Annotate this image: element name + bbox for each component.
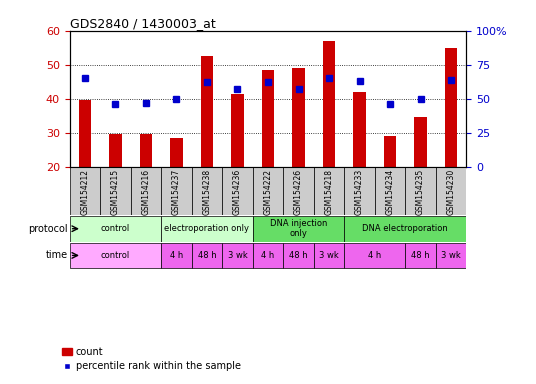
Bar (79, 101, 91, 167)
Bar (293, 68, 304, 167)
Text: 4 h: 4 h (262, 251, 274, 260)
Text: GSM154226: GSM154226 (294, 169, 303, 215)
Text: control: control (101, 251, 130, 260)
FancyBboxPatch shape (100, 167, 131, 215)
Bar (353, 92, 366, 167)
Text: GSM154216: GSM154216 (142, 169, 151, 215)
Text: GSM154238: GSM154238 (203, 169, 212, 215)
Legend: count, percentile rank within the sample: count, percentile rank within the sample (58, 343, 245, 375)
FancyBboxPatch shape (344, 243, 405, 268)
Text: protocol: protocol (28, 224, 68, 234)
Text: 48 h: 48 h (411, 251, 430, 260)
Bar (445, 48, 457, 167)
Text: 4 h: 4 h (368, 251, 382, 260)
Text: GSM154215: GSM154215 (111, 169, 120, 215)
FancyBboxPatch shape (375, 167, 405, 215)
Text: 4 h: 4 h (170, 251, 183, 260)
Text: GDS2840 / 1430003_at: GDS2840 / 1430003_at (70, 17, 215, 30)
Text: GSM154234: GSM154234 (385, 169, 394, 215)
Bar (384, 136, 396, 167)
Text: DNA electroporation: DNA electroporation (362, 224, 448, 233)
FancyBboxPatch shape (70, 243, 161, 268)
Text: time: time (46, 250, 68, 260)
Text: 3 wk: 3 wk (319, 251, 339, 260)
Text: GSM154218: GSM154218 (324, 169, 333, 215)
FancyBboxPatch shape (161, 216, 253, 242)
Bar (232, 94, 243, 167)
FancyBboxPatch shape (405, 167, 436, 215)
Bar (323, 41, 335, 167)
Text: 48 h: 48 h (289, 251, 308, 260)
Text: GSM154235: GSM154235 (416, 169, 425, 215)
Text: 3 wk: 3 wk (441, 251, 461, 260)
FancyBboxPatch shape (436, 167, 466, 215)
FancyBboxPatch shape (283, 243, 314, 268)
Bar (109, 134, 122, 167)
FancyBboxPatch shape (253, 243, 283, 268)
FancyBboxPatch shape (70, 167, 100, 215)
Text: GSM154212: GSM154212 (80, 169, 90, 215)
FancyBboxPatch shape (314, 167, 344, 215)
FancyBboxPatch shape (131, 167, 161, 215)
FancyBboxPatch shape (192, 243, 222, 268)
Text: 48 h: 48 h (198, 251, 217, 260)
FancyBboxPatch shape (192, 167, 222, 215)
Text: GSM154222: GSM154222 (264, 169, 272, 215)
Text: GSM154236: GSM154236 (233, 169, 242, 215)
FancyBboxPatch shape (405, 243, 436, 268)
Bar (414, 118, 427, 167)
Text: GSM154230: GSM154230 (446, 169, 456, 215)
FancyBboxPatch shape (283, 167, 314, 215)
Bar (262, 70, 274, 167)
Bar (201, 56, 213, 167)
FancyBboxPatch shape (253, 167, 283, 215)
Bar (140, 134, 152, 167)
Text: electroporation only: electroporation only (165, 224, 249, 233)
FancyBboxPatch shape (161, 167, 192, 215)
FancyBboxPatch shape (344, 167, 375, 215)
Text: control: control (101, 224, 130, 233)
Bar (170, 138, 183, 167)
Text: DNA injection
only: DNA injection only (270, 219, 327, 238)
Text: GSM154233: GSM154233 (355, 169, 364, 215)
Text: GSM154237: GSM154237 (172, 169, 181, 215)
FancyBboxPatch shape (253, 216, 344, 242)
FancyBboxPatch shape (222, 167, 253, 215)
FancyBboxPatch shape (161, 243, 192, 268)
Text: 3 wk: 3 wk (228, 251, 248, 260)
FancyBboxPatch shape (70, 216, 161, 242)
FancyBboxPatch shape (436, 243, 466, 268)
FancyBboxPatch shape (222, 243, 253, 268)
FancyBboxPatch shape (314, 243, 344, 268)
FancyBboxPatch shape (344, 216, 466, 242)
